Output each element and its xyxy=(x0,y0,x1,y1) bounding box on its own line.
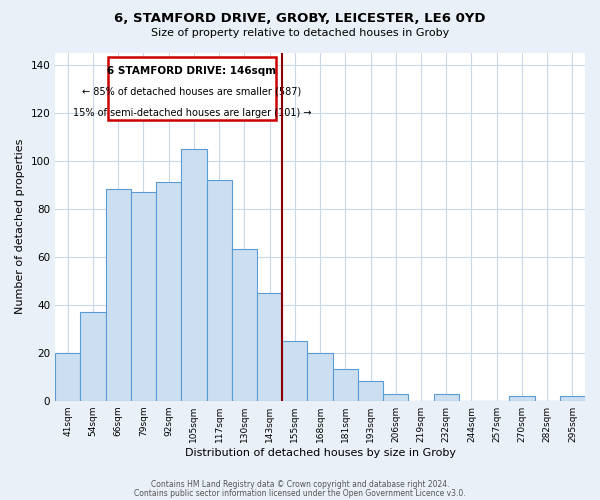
Bar xyxy=(560,396,585,400)
Bar xyxy=(434,394,459,400)
FancyBboxPatch shape xyxy=(108,58,276,120)
Bar xyxy=(106,190,131,400)
Text: Size of property relative to detached houses in Groby: Size of property relative to detached ho… xyxy=(151,28,449,38)
Text: Contains public sector information licensed under the Open Government Licence v3: Contains public sector information licen… xyxy=(134,488,466,498)
Text: 6, STAMFORD DRIVE, GROBY, LEICESTER, LE6 0YD: 6, STAMFORD DRIVE, GROBY, LEICESTER, LE6… xyxy=(114,12,486,26)
Text: 15% of semi-detached houses are larger (101) →: 15% of semi-detached houses are larger (… xyxy=(73,108,311,118)
Bar xyxy=(307,352,332,401)
Bar xyxy=(257,292,282,401)
Bar xyxy=(80,312,106,400)
Bar xyxy=(131,192,156,400)
Bar xyxy=(156,182,181,400)
Bar xyxy=(509,396,535,400)
Y-axis label: Number of detached properties: Number of detached properties xyxy=(15,139,25,314)
Text: 6 STAMFORD DRIVE: 146sqm: 6 STAMFORD DRIVE: 146sqm xyxy=(107,66,277,76)
Bar xyxy=(206,180,232,400)
Bar xyxy=(55,352,80,401)
Text: Contains HM Land Registry data © Crown copyright and database right 2024.: Contains HM Land Registry data © Crown c… xyxy=(151,480,449,489)
Bar xyxy=(358,382,383,400)
Bar xyxy=(332,370,358,400)
Bar xyxy=(181,148,206,400)
Bar xyxy=(282,340,307,400)
Bar xyxy=(232,250,257,400)
Text: ← 85% of detached houses are smaller (587): ← 85% of detached houses are smaller (58… xyxy=(82,86,302,96)
X-axis label: Distribution of detached houses by size in Groby: Distribution of detached houses by size … xyxy=(185,448,455,458)
Bar xyxy=(383,394,409,400)
